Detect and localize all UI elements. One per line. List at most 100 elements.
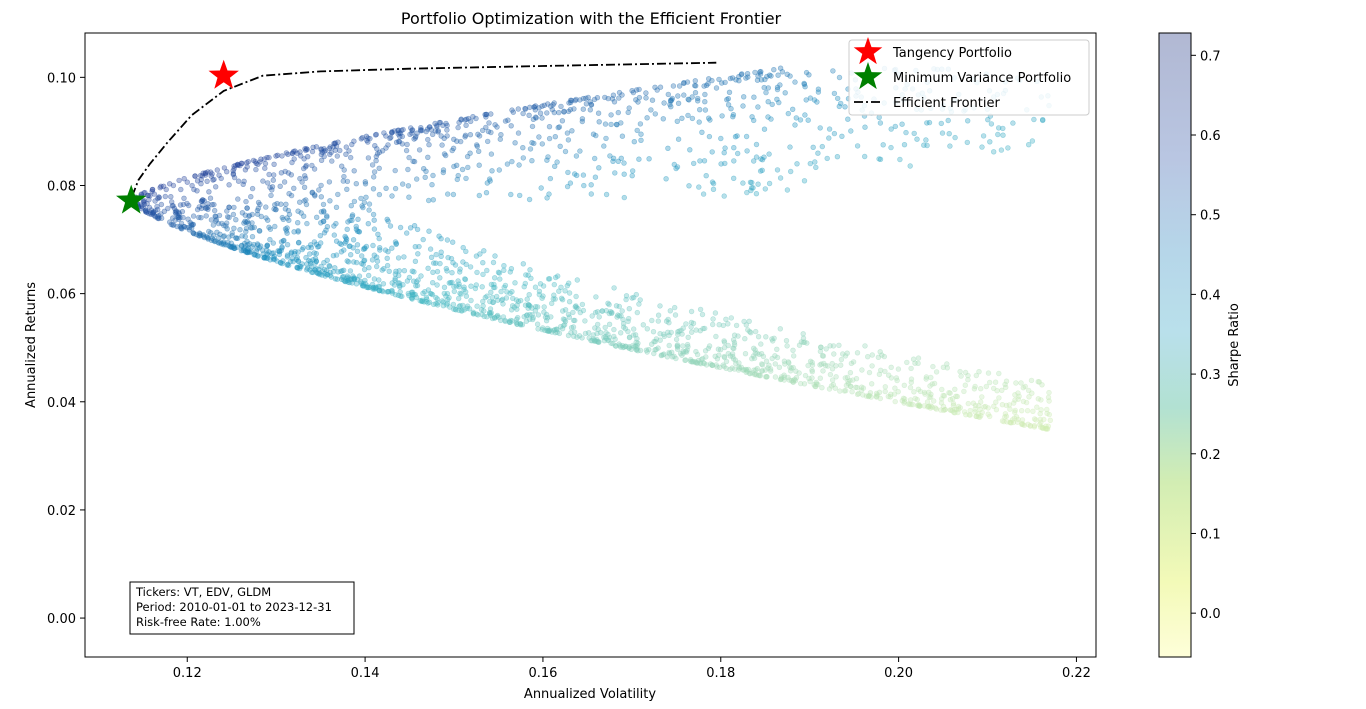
portfolio-point — [270, 255, 277, 261]
portfolio-point — [205, 204, 211, 210]
portfolio-point — [208, 217, 215, 223]
portfolio-point — [660, 331, 667, 337]
portfolio-point — [942, 406, 948, 413]
portfolio-point — [347, 277, 353, 283]
portfolio-point — [623, 293, 630, 299]
portfolio-point — [186, 224, 192, 231]
portfolio-point — [953, 393, 959, 399]
colorbar-ticks: 0.00.10.20.30.40.50.60.7 — [1191, 49, 1221, 622]
portfolio-point — [155, 213, 162, 219]
portfolio-point — [363, 243, 370, 250]
portfolio-point — [861, 153, 868, 160]
portfolio-point — [271, 206, 277, 212]
portfolio-point — [787, 73, 793, 79]
portfolio-point — [877, 156, 884, 163]
portfolio-point — [764, 374, 770, 380]
portfolio-point — [790, 364, 796, 371]
portfolio-point — [947, 143, 953, 149]
portfolio-point — [766, 72, 773, 78]
portfolio-point — [413, 294, 420, 301]
portfolio-point — [459, 166, 466, 173]
portfolio-point — [756, 351, 762, 358]
portfolio-point — [509, 318, 515, 324]
portfolio-point — [340, 273, 347, 280]
portfolio-point — [767, 366, 774, 372]
portfolio-point — [241, 247, 247, 253]
portfolio-point — [278, 260, 284, 266]
portfolio-point — [592, 325, 598, 331]
portfolio-point — [788, 377, 795, 384]
portfolio-point — [529, 140, 535, 146]
portfolio-point — [789, 106, 796, 113]
portfolio-point — [915, 360, 921, 366]
portfolio-point — [267, 226, 274, 232]
portfolio-point — [582, 318, 588, 324]
portfolio-point — [565, 137, 572, 143]
portfolio-point — [480, 260, 486, 266]
portfolio-point — [295, 249, 301, 255]
portfolio-point — [140, 198, 147, 205]
portfolio-point — [616, 303, 622, 310]
portfolio-point — [596, 119, 602, 125]
portfolio-point — [568, 325, 575, 331]
portfolio-point — [409, 130, 415, 136]
portfolio-point — [384, 216, 390, 223]
portfolio-point — [615, 109, 621, 116]
portfolio-point — [692, 359, 699, 365]
portfolio-point — [556, 109, 562, 116]
portfolio-point — [249, 211, 256, 218]
portfolio-point — [318, 157, 325, 164]
portfolio-point — [1027, 423, 1034, 429]
portfolio-point — [999, 418, 1006, 424]
portfolio-point — [944, 361, 950, 367]
portfolio-point — [986, 379, 993, 386]
portfolio-point — [596, 314, 602, 320]
portfolio-point — [680, 325, 686, 331]
portfolio-point — [732, 357, 739, 363]
portfolio-point — [855, 390, 862, 397]
portfolio-point — [228, 240, 235, 246]
portfolio-point — [376, 191, 383, 198]
portfolio-point — [263, 204, 269, 210]
portfolio-point — [154, 203, 160, 210]
portfolio-point — [508, 191, 514, 198]
portfolio-point — [308, 244, 315, 251]
portfolio-point — [313, 258, 320, 265]
portfolio-point — [256, 245, 263, 251]
portfolio-point — [774, 84, 781, 91]
portfolio-point — [752, 328, 759, 335]
portfolio-point — [797, 117, 804, 123]
portfolio-point — [520, 155, 526, 161]
portfolio-point — [244, 249, 250, 256]
portfolio-point — [266, 154, 272, 161]
portfolio-point — [294, 264, 300, 270]
portfolio-point — [215, 240, 222, 246]
portfolio-point — [755, 73, 761, 79]
portfolio-point — [727, 353, 734, 359]
portfolio-point — [333, 204, 340, 211]
portfolio-point — [705, 115, 712, 121]
portfolio-point — [1031, 416, 1038, 422]
portfolio-point — [636, 156, 642, 162]
portfolio-point — [235, 162, 241, 169]
portfolio-point — [730, 175, 737, 182]
portfolio-point — [588, 102, 595, 108]
portfolio-point — [157, 185, 163, 191]
portfolio-point — [271, 172, 277, 178]
portfolio-point — [596, 165, 602, 171]
portfolio-point — [492, 275, 498, 281]
colorbar-tick-label: 0.2 — [1200, 448, 1221, 463]
portfolio-point — [731, 158, 737, 164]
portfolio-point — [295, 220, 301, 226]
portfolio-point — [777, 326, 783, 332]
portfolio-point — [547, 175, 554, 182]
portfolio-point — [351, 138, 357, 144]
portfolio-point — [521, 314, 527, 320]
portfolio-point — [679, 352, 685, 358]
portfolio-point — [530, 315, 536, 321]
portfolio-point — [392, 292, 399, 298]
portfolio-point — [268, 192, 274, 199]
portfolio-point — [208, 237, 215, 244]
portfolio-point — [821, 360, 827, 367]
portfolio-point — [596, 339, 602, 345]
